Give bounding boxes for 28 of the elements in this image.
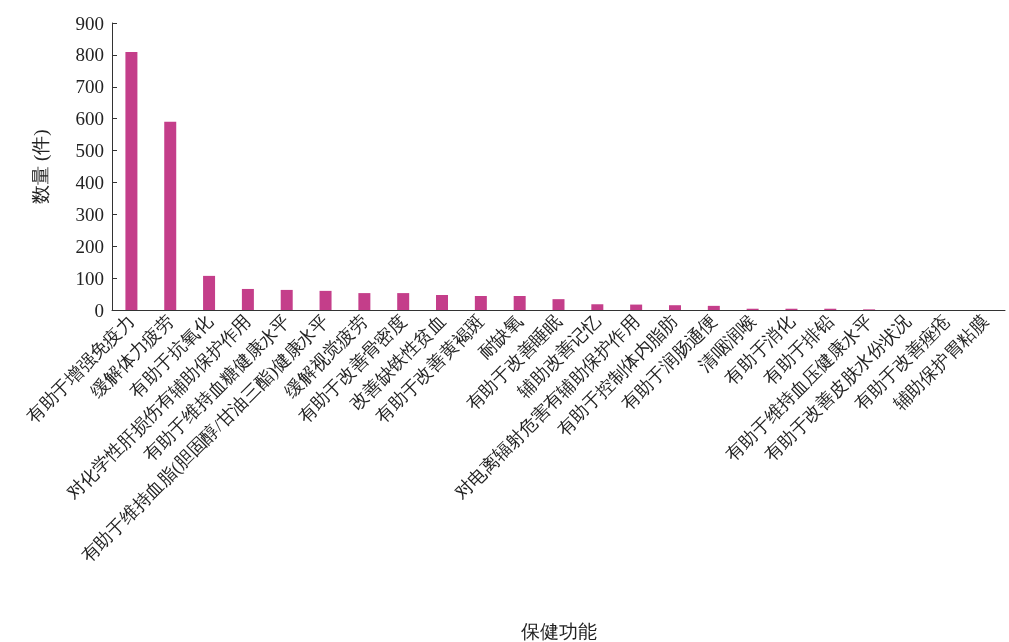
- bar: [125, 52, 138, 310]
- bar: [513, 295, 526, 310]
- x-axis-title: 保健功能: [520, 621, 597, 642]
- bar: [707, 305, 720, 310]
- bar: [203, 275, 216, 310]
- y-tick-label: 700: [75, 76, 104, 98]
- y-tick-label: 400: [75, 171, 104, 193]
- bar: [280, 289, 293, 310]
- bar: [630, 304, 643, 310]
- bar: [668, 305, 681, 310]
- y-tick-label: 900: [75, 12, 104, 34]
- bar: [552, 299, 565, 310]
- bar: [397, 293, 410, 310]
- bar: [436, 295, 449, 310]
- bar: [591, 304, 604, 310]
- y-tick-label: 300: [75, 203, 104, 225]
- y-axis-title: 数量 (件): [30, 129, 52, 204]
- y-tick-label: 200: [75, 235, 104, 257]
- bar: [164, 121, 177, 310]
- y-tick-label: 800: [75, 44, 104, 66]
- y-tick-label: 600: [75, 108, 104, 130]
- y-tick-label: 0: [94, 299, 104, 321]
- y-tick-label: 500: [75, 140, 104, 162]
- bar: [241, 288, 254, 310]
- bar: [474, 295, 487, 310]
- y-tick-label: 100: [75, 267, 104, 289]
- bar: [358, 293, 371, 310]
- bar: [319, 290, 332, 310]
